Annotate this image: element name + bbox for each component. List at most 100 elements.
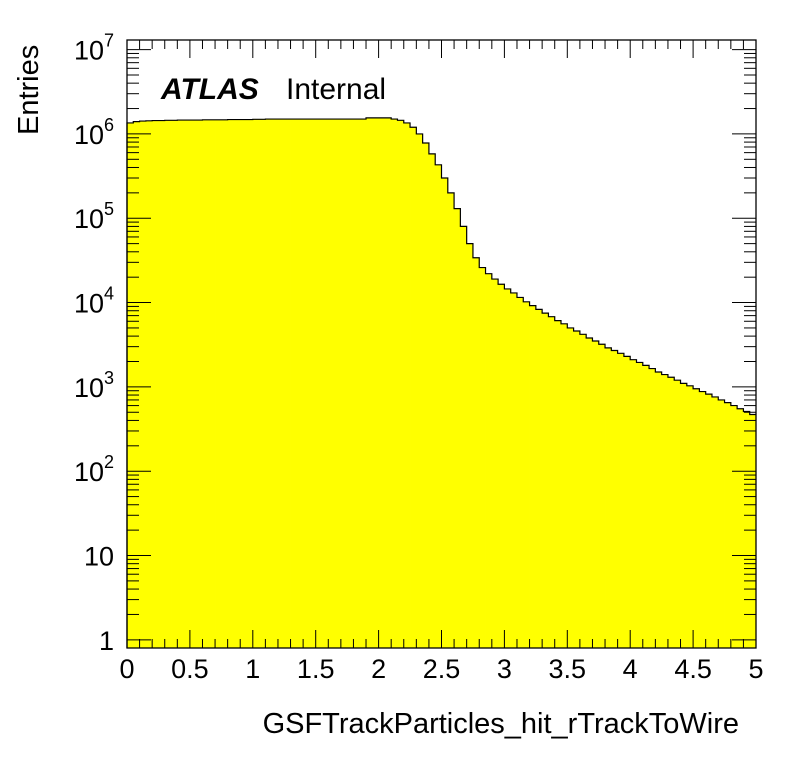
histogram-bin [158, 120, 166, 648]
histogram-bin [233, 119, 241, 648]
x-tick-label: 3.5 [549, 654, 587, 684]
histogram-bin [510, 292, 518, 648]
histogram-bin [265, 119, 273, 648]
histogram-bin [686, 385, 694, 648]
histogram-bin [667, 377, 675, 648]
histogram-bin [749, 414, 757, 648]
histogram-bin [133, 121, 140, 649]
histogram-bin [183, 120, 191, 648]
histogram-bin [548, 316, 556, 648]
histogram-bin [523, 301, 530, 648]
histogram-bin [611, 350, 619, 648]
histogram-bin [145, 120, 153, 648]
histogram-bin [466, 243, 474, 648]
x-tick-label: 4 [623, 654, 638, 684]
histogram-bin [699, 391, 707, 648]
histogram-bin [655, 372, 663, 648]
histogram-bin [240, 119, 247, 648]
y-tick-label: 106 [74, 115, 114, 150]
histogram-bin [642, 365, 650, 648]
x-tick-label: 2.5 [423, 654, 461, 684]
histogram-bin [196, 120, 203, 648]
histogram-bin [630, 359, 637, 648]
histogram-bin [328, 119, 335, 648]
histogram-bin [724, 402, 732, 648]
y-tick-label: 104 [74, 284, 114, 319]
histogram-outline [126, 117, 756, 648]
histogram-bin [479, 267, 486, 648]
y-tick-label: 107 [74, 31, 114, 66]
histogram-bin [504, 288, 512, 648]
histogram-bin [384, 117, 392, 648]
histogram-bin [579, 334, 587, 648]
histogram-bin [542, 313, 549, 648]
y-axis-ticks [127, 49, 756, 641]
histogram-bin [359, 119, 367, 648]
x-axis-tick-labels: 0 0.5 1 1.5 2 2.5 3 3.5 4 4.5 5 [119, 654, 763, 684]
histogram-bin [586, 337, 593, 648]
histogram-bin [171, 120, 178, 648]
histogram-bin [259, 119, 266, 648]
x-tick-label: 0.5 [171, 654, 209, 684]
histogram-bin [529, 305, 537, 648]
x-tick-label: 1 [245, 654, 260, 684]
y-tick-label: 102 [74, 452, 114, 487]
histogram-bin [516, 297, 524, 648]
histogram-bin [252, 119, 260, 648]
histogram-bin [498, 284, 505, 648]
histogram-bin [554, 320, 562, 648]
experiment-label: ATLAS [160, 73, 259, 106]
histogram-bin [730, 405, 738, 648]
histogram-bin [127, 122, 134, 648]
histogram-bin [366, 117, 373, 648]
histogram-bin [410, 127, 417, 648]
y-axis-label: Entries [13, 45, 45, 135]
histogram-bin [454, 208, 461, 648]
histogram-bin [636, 362, 644, 648]
histogram-bin [139, 121, 147, 648]
histogram-bin [271, 119, 279, 648]
histogram-bin [416, 133, 424, 649]
histogram-bin [598, 344, 606, 648]
histogram-bin [422, 143, 430, 648]
histogram-bin [705, 394, 713, 648]
histogram-bin [347, 119, 354, 648]
y-tick-label: 10 [84, 542, 114, 572]
histogram-bin [491, 279, 499, 648]
histogram-bin [208, 119, 216, 648]
histogram-bin [277, 119, 285, 648]
histogram-bin [378, 117, 386, 648]
histogram-bin [605, 347, 612, 648]
histogram-bin [592, 341, 600, 648]
histogram-bin [661, 374, 669, 648]
histogram-bin [340, 119, 348, 648]
histogram-bin [573, 330, 581, 648]
x-tick-label: 1.5 [297, 654, 335, 684]
histogram-bin [315, 119, 323, 648]
histogram-bin [246, 119, 254, 648]
histogram-bin [215, 119, 222, 648]
histogram-bin [535, 309, 543, 648]
histogram-bin [296, 119, 304, 648]
x-tick-label: 4.5 [674, 654, 712, 684]
histogram-bin [472, 257, 480, 648]
histogram-bin [435, 164, 442, 648]
x-tick-label: 2 [371, 654, 386, 684]
histogram-bin [397, 120, 405, 648]
histogram-bin [649, 368, 656, 648]
y-tick-label: 1 [99, 626, 114, 656]
histogram-bin [561, 323, 568, 648]
y-tick-label: 103 [74, 368, 114, 403]
histogram-bin [391, 119, 398, 648]
y-tick-label: 105 [74, 199, 114, 234]
histogram-bin [447, 192, 455, 649]
histogram-bin [189, 120, 197, 648]
histogram-bin [485, 273, 493, 648]
histogram-bin [177, 120, 185, 648]
histogram-bin [718, 399, 725, 648]
histogram-bin [567, 327, 574, 648]
histogram-bin [372, 117, 379, 648]
histogram-bin [617, 353, 625, 648]
